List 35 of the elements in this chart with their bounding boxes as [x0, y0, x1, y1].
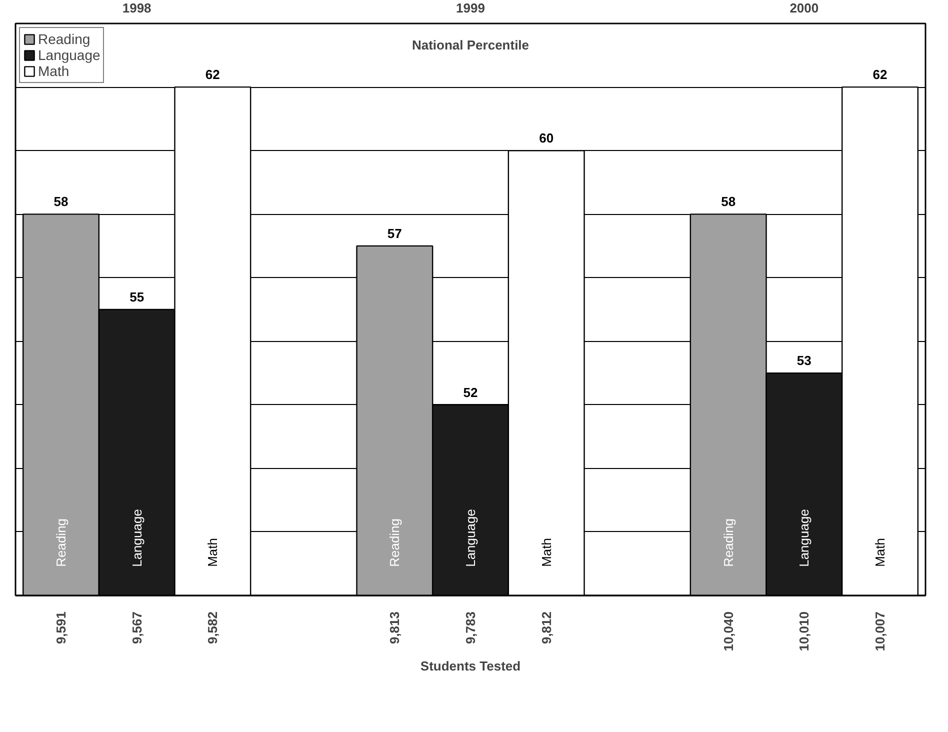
data-label: 52 [463, 384, 478, 400]
text: Language [463, 509, 478, 567]
x-tick-label: 1999 [456, 0, 485, 16]
data-label: 58 [721, 194, 736, 210]
text: Math [205, 538, 220, 567]
text: 9,567 [129, 611, 144, 644]
text: 9,582 [205, 611, 220, 644]
data-label: 53 [796, 353, 812, 368]
text: 10,010 [796, 611, 812, 652]
x-tick-label: 2000 [790, 0, 819, 16]
legend-label: Math [38, 63, 70, 79]
data-label: 62 [872, 67, 888, 82]
text: 9,591 [54, 611, 68, 644]
data-label: 55 [130, 290, 144, 304]
text: 10,040 [720, 611, 736, 652]
text: Reading [720, 518, 736, 567]
data-label: 60 [539, 130, 554, 146]
text: Language [129, 509, 144, 567]
x-axis-title: Students Tested [420, 658, 521, 674]
text: 10,007 [872, 611, 888, 652]
x-tick-label: 1998 [122, 0, 152, 16]
text: 9,813 [387, 611, 402, 644]
text: 9,783 [463, 611, 478, 644]
text: 9,812 [538, 611, 554, 644]
data-label: 62 [205, 67, 220, 82]
legend-label: Language [38, 47, 100, 63]
data-label: 58 [54, 194, 68, 210]
text: Reading [387, 518, 402, 567]
data-label: 57 [387, 226, 402, 241]
text: Math [538, 538, 554, 567]
text: Language [796, 509, 812, 567]
text: National Percentile [412, 38, 530, 52]
legend-label: Reading [38, 31, 90, 47]
text: Reading [54, 518, 68, 567]
text: Math [872, 538, 888, 567]
